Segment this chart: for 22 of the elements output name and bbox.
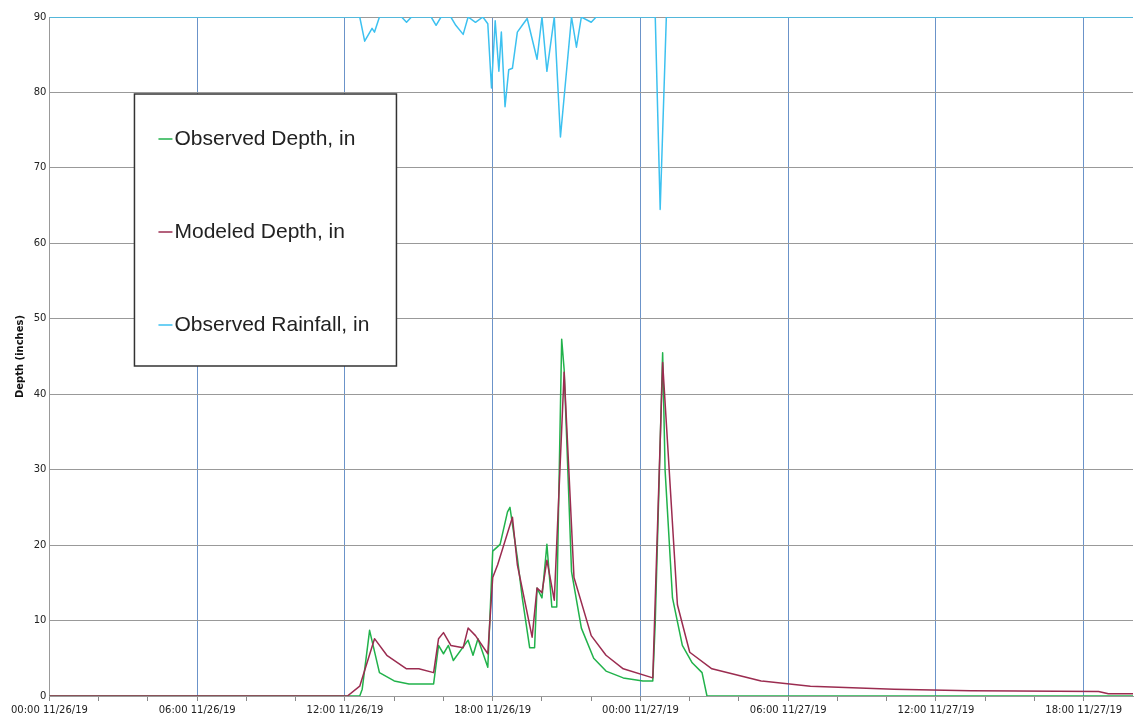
y-tick-label: 30 — [33, 463, 47, 475]
y-tick-label: 60 — [33, 236, 47, 248]
legend-label: Observed Rainfall, in — [174, 311, 370, 335]
x-tick-label: 06:00 11/27/19 — [749, 703, 827, 715]
x-tick-label: 00:00 11/27/19 — [602, 703, 679, 715]
x-tick-label: 12:00 11/27/19 — [897, 703, 975, 715]
x-tick-label: 06:00 11/26/19 — [158, 703, 236, 715]
y-tick-label: 90 — [33, 10, 47, 22]
x-tick-label: 00:00 11/26/19 — [10, 703, 88, 715]
y-axis-title: Depth (inches) — [14, 314, 26, 399]
x-tick-label: 18:00 11/26/19 — [454, 703, 532, 715]
y-tick-label: 40 — [33, 387, 47, 399]
y-tick-label: 50 — [33, 312, 47, 324]
y-tick-label: 70 — [33, 161, 47, 173]
y-tick-label: 20 — [33, 538, 47, 550]
y-tick-label: 10 — [33, 614, 47, 626]
x-tick-label: 12:00 11/26/19 — [306, 703, 384, 715]
x-tick-label: 18:00 11/27/19 — [1045, 703, 1123, 715]
y-tick-label: 0 — [40, 689, 47, 701]
legend-label: Observed Depth, in — [174, 125, 356, 149]
legend-label: Modeled Depth, in — [174, 218, 345, 242]
y-tick-label: 80 — [33, 86, 47, 98]
